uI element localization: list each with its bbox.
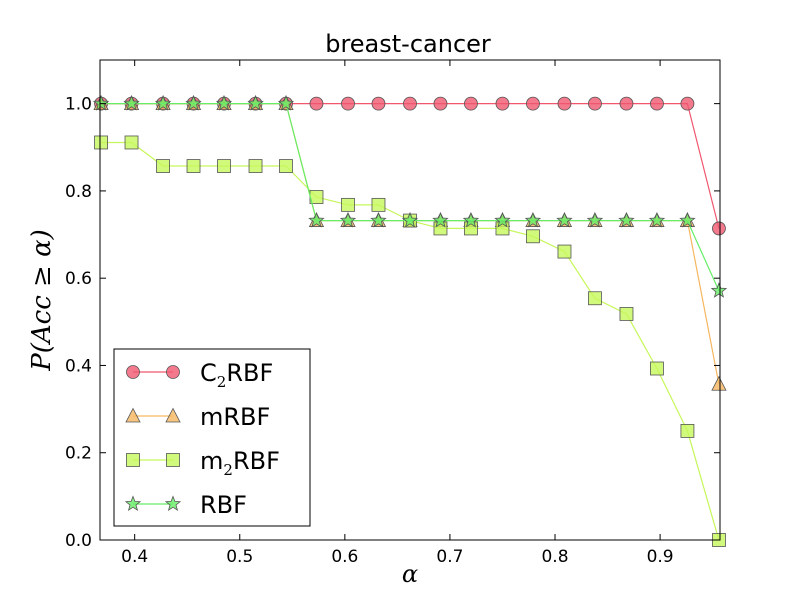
data-point-C2RBF xyxy=(371,96,386,111)
legend-label-main: RBF xyxy=(200,491,247,519)
legend-label-main: C xyxy=(200,359,217,387)
data-point-C2RBF xyxy=(619,96,634,111)
x-tick-label: 0.8 xyxy=(541,547,568,567)
data-point-RBF xyxy=(123,94,140,111)
data-point-RBF xyxy=(432,211,449,228)
data-point-C2RBF xyxy=(495,96,510,111)
legend-marker xyxy=(164,495,182,512)
data-point-C2RBF xyxy=(464,96,478,111)
data-point-RBF xyxy=(679,211,696,228)
data-point-C2RBF xyxy=(557,96,572,111)
legend-marker xyxy=(166,453,180,467)
data-point-m2RBF xyxy=(279,159,293,173)
legend-item-C2RBF: C2RBF xyxy=(126,359,273,391)
y-tick-label: 0.4 xyxy=(65,356,92,376)
data-point-RBF xyxy=(648,211,666,228)
y-tick-label: 0.6 xyxy=(65,269,92,289)
data-point-m2RBF xyxy=(94,135,108,150)
legend-item-RBF: RBF xyxy=(124,491,247,519)
data-point-m2RBF xyxy=(526,229,540,244)
data-point-RBF xyxy=(556,211,573,228)
x-tick-label: 0.5 xyxy=(226,547,253,567)
data-point-C2RBF xyxy=(433,96,448,111)
axis-layer: 0.4 0.5 0.6 0.7 0.8 0.9 0.0 0.2 0.4 0.6 0.8 1.0 xyxy=(65,60,720,567)
data-point-C2RBF xyxy=(680,96,695,111)
data-point-m2RBF xyxy=(156,159,170,173)
legend-label: m2RBF xyxy=(200,447,280,479)
data-point-m2RBF xyxy=(371,197,386,212)
y-tick-label: 0.8 xyxy=(65,182,92,202)
data-point-m2RBF xyxy=(680,424,695,438)
x-tick-label: 0.6 xyxy=(331,547,358,567)
series-RBF xyxy=(92,94,728,298)
data-point-C2RBF xyxy=(341,96,355,111)
data-point-m2RBF xyxy=(341,197,355,212)
y-tick-label: 1.0 xyxy=(65,95,92,115)
data-point-RBF xyxy=(154,94,172,111)
legend-label-sub: 2 xyxy=(217,373,227,391)
data-point-RBF xyxy=(524,211,542,228)
data-point-m2RBF xyxy=(248,159,263,173)
plot-frame xyxy=(99,59,721,541)
legend-label: mRBF xyxy=(200,403,270,431)
data-point-RBF xyxy=(277,94,295,111)
y-axis-label: P(Acc ≥ α) xyxy=(27,229,57,372)
data-point-RBF xyxy=(618,211,635,228)
data-point-RBF xyxy=(370,211,387,228)
data-point-RBF xyxy=(308,211,325,228)
data-point-C2RBF xyxy=(309,96,324,111)
legend-item-m2RBF: m2RBF xyxy=(126,447,280,479)
data-point-m2RBF xyxy=(650,361,664,376)
legend-label: RBF xyxy=(200,491,247,519)
data-point-RBF xyxy=(215,94,233,111)
data-point-m2RBF xyxy=(619,307,634,321)
data-point-m2RBF xyxy=(557,244,572,259)
data-point-RBF xyxy=(462,211,480,228)
data-point-RBF xyxy=(339,211,357,228)
legend-label-sub: 2 xyxy=(223,461,233,479)
data-point-m2RBF xyxy=(186,159,201,173)
data-point-mRBF xyxy=(711,375,727,391)
chart-title: breast-cancer xyxy=(325,30,491,58)
data-point-RBF xyxy=(247,94,264,111)
y-tick-label: 0.2 xyxy=(65,444,92,464)
data-point-C2RBF xyxy=(712,221,726,236)
legend-marker xyxy=(124,495,142,512)
x-tick-label: 0.7 xyxy=(436,547,463,567)
legend-label-rest: RBF xyxy=(233,447,280,475)
y-tick-label: 0.0 xyxy=(65,531,92,551)
data-point-RBF xyxy=(185,94,202,111)
legend-marker xyxy=(165,407,181,423)
legend-label-rest: RBF xyxy=(226,359,273,387)
data-point-C2RBF xyxy=(526,96,540,111)
legend-label-main: m xyxy=(200,447,223,475)
data-point-C2RBF xyxy=(403,96,417,111)
data-point-RBF xyxy=(586,211,604,228)
data-point-RBF xyxy=(401,211,419,228)
data-point-m2RBF xyxy=(217,159,231,173)
data-point-m2RBF xyxy=(588,291,602,306)
legend-marker xyxy=(126,453,140,467)
data-point-RBF xyxy=(92,94,110,111)
data-point-C2RBF xyxy=(588,96,602,111)
x-axis-label: α xyxy=(402,560,418,588)
data-point-C2RBF xyxy=(650,96,664,111)
legend-marker xyxy=(126,365,140,379)
data-point-RBF xyxy=(494,211,511,228)
x-tick-label: 0.4 xyxy=(121,547,148,567)
legend-label-main: mRBF xyxy=(200,403,270,431)
legend-marker xyxy=(125,407,141,423)
legend-marker xyxy=(166,365,180,379)
legend-item-mRBF: mRBF xyxy=(125,403,270,431)
legend-label: C2RBF xyxy=(200,359,273,391)
data-point-m2RBF xyxy=(124,135,139,150)
series-layer xyxy=(92,94,728,547)
x-tick-label: 0.9 xyxy=(647,547,674,567)
legend-frame xyxy=(113,348,311,527)
data-point-RBF xyxy=(710,282,728,298)
